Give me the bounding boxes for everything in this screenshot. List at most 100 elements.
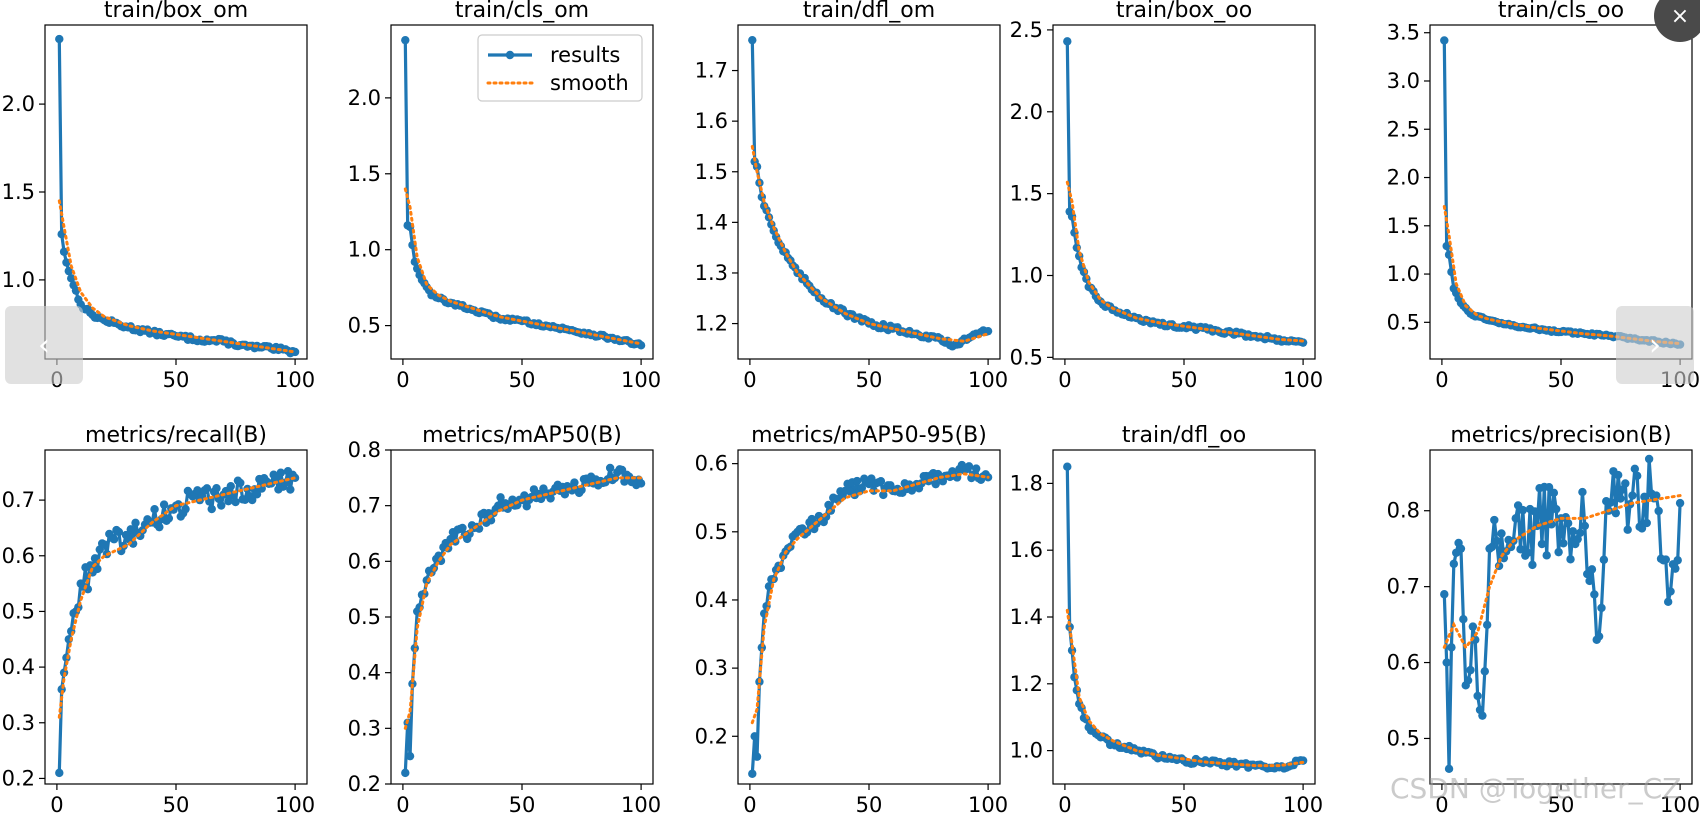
results-point [1487, 542, 1497, 552]
results-point [164, 514, 174, 523]
y-tick-label: 0.3 [348, 716, 381, 740]
results-point [1063, 462, 1072, 471]
results-point [1599, 555, 1609, 564]
results-point [1480, 667, 1489, 676]
results-point [1442, 241, 1451, 251]
smooth-line [1065, 608, 1305, 768]
results-line [403, 466, 643, 773]
x-tick-label: 50 [163, 793, 190, 817]
subplot-title: metrics/precision(B) [1450, 423, 1671, 448]
y-tick-label: 1.5 [2, 180, 35, 204]
results-point [401, 35, 410, 45]
results-point [1542, 551, 1551, 560]
results-point [1459, 614, 1468, 624]
results-point [1673, 556, 1682, 565]
results-point [212, 484, 221, 493]
results-point [1511, 514, 1520, 523]
y-tick-label: 2.0 [348, 86, 381, 110]
results-point [1440, 590, 1449, 599]
subplot-metrics-recall-b-: metrics/recall(B) 0 50 100 0.2 0.3 0.4 0.5 0.6 0.… [2, 423, 316, 817]
results-line [750, 463, 990, 774]
results-point [252, 490, 262, 499]
x-tick-label: 0 [396, 368, 409, 392]
results-point [1642, 518, 1651, 528]
y-tick-label: 0.3 [695, 656, 728, 680]
subplot-title: train/dfl_oo [1122, 423, 1246, 448]
x-tick-label: 50 [509, 793, 536, 817]
results-point [401, 768, 410, 778]
smooth-line [1442, 494, 1682, 651]
y-tick-label: 1.8 [1010, 471, 1043, 495]
results-point [1630, 464, 1640, 474]
legend-smooth-label: smooth [550, 71, 629, 95]
y-tick-label: 0.5 [2, 599, 35, 623]
y-tick-label: 1.4 [1010, 605, 1043, 629]
results-line [1442, 457, 1682, 771]
results-point [546, 494, 555, 503]
results-point [1611, 508, 1620, 518]
results-point [1490, 515, 1499, 525]
close-button[interactable]: × [1654, 0, 1700, 42]
results-point [155, 522, 164, 532]
y-tick-label: 1.0 [1387, 262, 1420, 286]
y-tick-label: 1.3 [695, 261, 728, 285]
results-point [1523, 548, 1532, 557]
results-point [217, 501, 226, 510]
results-point [1444, 764, 1454, 774]
results-point [748, 35, 757, 45]
results-point [93, 564, 102, 574]
results-point [1644, 454, 1654, 464]
results-point [1549, 488, 1559, 498]
y-tick-label: 1.7 [695, 59, 728, 83]
previous-image-button[interactable]: ‹ [5, 306, 83, 384]
y-tick-label: 0.7 [2, 488, 35, 512]
y-tick-label: 1.0 [2, 268, 35, 292]
y-tick-label: 0.6 [1387, 651, 1420, 675]
results-point [86, 561, 95, 570]
results-point [114, 527, 124, 537]
results-point [1578, 487, 1587, 497]
results-point [1518, 505, 1528, 515]
results-point [1623, 525, 1632, 534]
results-point [1606, 498, 1616, 507]
y-tick-label: 1.0 [1010, 739, 1043, 763]
subplot-train-dfl-oo: train/dfl_oo 0 50 100 1.0 1.2 1.4 1.6 1.8 [1010, 423, 1324, 817]
chevron-right-icon: › [1649, 327, 1661, 363]
results-point [1652, 491, 1661, 500]
results-point [64, 266, 74, 276]
subplot-metrics-precision-b-: metrics/precision(B) 0 50 100 0.5 0.6 0.7 0.8 [1387, 423, 1700, 817]
results-line [1065, 41, 1304, 345]
next-image-button[interactable]: › [1616, 306, 1694, 384]
y-tick-label: 1.0 [348, 238, 381, 262]
results-point [1616, 494, 1625, 503]
x-tick-label: 100 [1283, 368, 1323, 392]
results-point [1449, 559, 1459, 569]
subplot-metrics-map50-b-: metrics/mAP50(B) 0 50 100 0.2 0.3 0.4 0.5 0.6 0.7… [348, 423, 662, 817]
y-tick-label: 0.5 [695, 520, 728, 544]
y-tick-label: 0.4 [2, 655, 35, 679]
results-point [1590, 590, 1599, 599]
results-point [1447, 643, 1456, 652]
results-point [1580, 521, 1590, 531]
results-point [1530, 507, 1540, 516]
subplot-title: train/cls_om [455, 0, 589, 23]
results-point [857, 483, 867, 493]
plot-frame [737, 449, 1001, 785]
results-point [271, 474, 281, 484]
x-tick-label: 50 [509, 368, 536, 392]
results-point [276, 468, 285, 477]
y-tick-label: 1.5 [695, 160, 728, 184]
results-point [1544, 482, 1554, 492]
results-point [1552, 504, 1561, 514]
results-point [1063, 37, 1072, 46]
results-point [55, 34, 64, 44]
results-point [62, 258, 71, 267]
x-tick-label: 50 [1548, 793, 1575, 817]
y-tick-label: 0.6 [2, 544, 35, 568]
subplot-title: metrics/recall(B) [85, 423, 267, 448]
subplot-train-cls-om: train/cls_om 0 50 100 0.5 1.0 1.5 2.0 results smo… [348, 0, 662, 392]
results-point [1640, 492, 1649, 502]
results-point [1633, 471, 1642, 481]
